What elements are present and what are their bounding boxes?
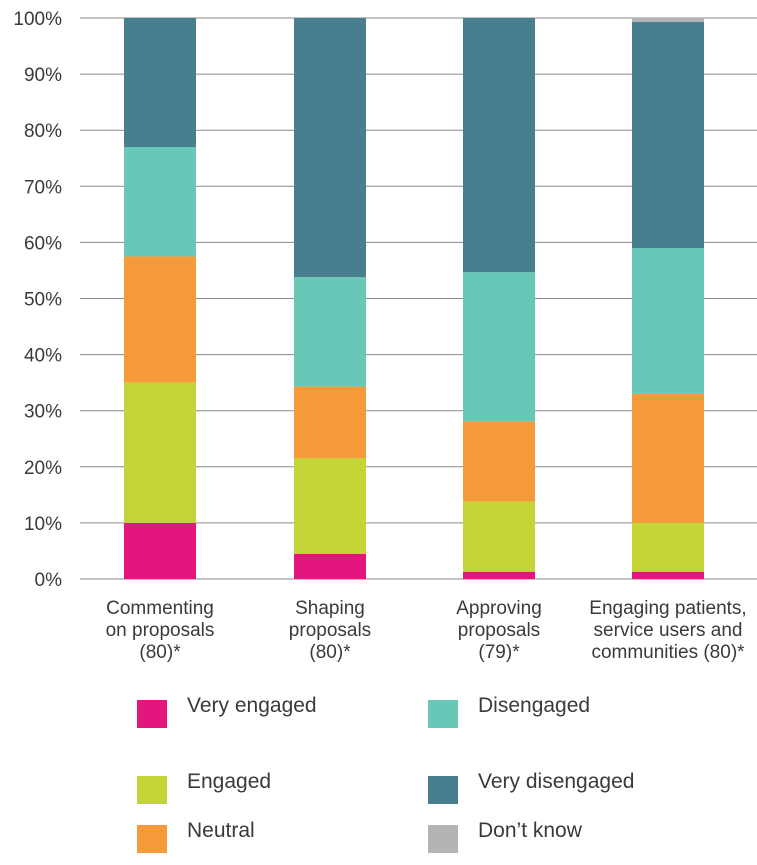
y-tick-label: 0% [35, 570, 63, 591]
bar-segment [463, 501, 535, 572]
y-tick-label: 100% [13, 9, 62, 30]
bar-segment [124, 382, 196, 523]
category-label-line: on proposals [106, 620, 215, 641]
category-label-line: (80)* [309, 642, 351, 663]
category-label: Commenting on proposals (80)* [106, 598, 215, 663]
bar-segment [124, 522, 196, 579]
bar-segment [294, 386, 366, 459]
y-tick-label: 10% [24, 514, 62, 535]
y-tick-label: 40% [24, 346, 62, 367]
bar-segment [632, 18, 704, 22]
y-tick-label: 70% [24, 177, 62, 198]
bars [124, 18, 704, 579]
bar-segment [124, 18, 196, 148]
bar-segment [463, 571, 535, 579]
category-label-line: (80)* [139, 642, 181, 663]
y-tick-label: 80% [24, 121, 62, 142]
category-label: Approving proposals (79)* [456, 598, 542, 663]
bar-segment [463, 421, 535, 502]
category-label-line: communities (80)* [591, 642, 745, 663]
bar-segment [294, 553, 366, 579]
category-label: Engaging patients, service users and commu… [589, 598, 746, 663]
bar-segment [294, 458, 366, 554]
y-tick-label: 90% [24, 65, 62, 86]
bar-segment [463, 18, 535, 273]
category-label-line: Commenting [106, 598, 214, 619]
category-label-line: Engaging patients, [589, 598, 746, 619]
bar-segment [632, 571, 704, 579]
y-axis-ticks: 0% 10% 20% 30% 40% 50% 60% 70% 80% 90% 100% [13, 9, 62, 591]
bar-segment [632, 522, 704, 572]
bar-segment [124, 256, 196, 383]
category-label-line: proposals [458, 620, 540, 641]
bar-segment [294, 277, 366, 387]
bar-segment [463, 272, 535, 422]
y-tick-label: 50% [24, 290, 62, 311]
bar-segment [124, 147, 196, 257]
category-label-line: service users and [594, 620, 743, 641]
category-label-line: (79)* [478, 642, 520, 663]
category-label-line: Shaping [295, 598, 365, 619]
y-tick-label: 60% [24, 233, 62, 254]
bar-segment [632, 21, 704, 249]
bar-segment [632, 393, 704, 523]
x-axis-categories: Commenting on proposals (80)*Shaping propos… [106, 598, 747, 663]
bar-segment [294, 18, 366, 278]
y-tick-label: 30% [24, 402, 62, 423]
category-label-line: Approving [456, 598, 542, 619]
category-label: Shaping proposals (80)* [289, 598, 371, 663]
bar-segment [632, 248, 704, 394]
y-tick-label: 20% [24, 458, 62, 479]
category-label-line: proposals [289, 620, 371, 641]
